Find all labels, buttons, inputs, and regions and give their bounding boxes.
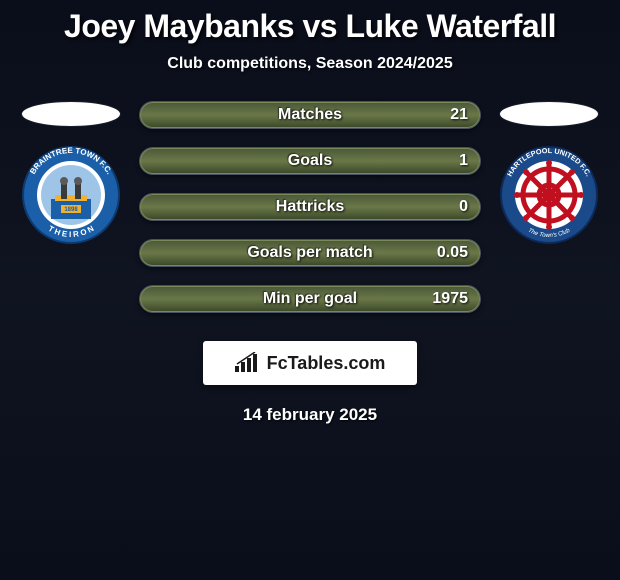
stat-value-right: 1975 bbox=[432, 290, 468, 308]
page-title: Joey Maybanks vs Luke Waterfall bbox=[64, 8, 556, 45]
stat-row-goals-per-match: Goals per match 0.05 bbox=[139, 239, 481, 267]
svg-text:1898: 1898 bbox=[64, 207, 78, 213]
stat-row-hattricks: Hattricks 0 bbox=[139, 193, 481, 221]
hartlepool-badge-icon: HARTLEPOOL UNITED F.C. The Town's Club bbox=[499, 145, 599, 245]
braintree-badge-icon: 1898 BRAINTREE TOWN F.C. T H E I R O N bbox=[21, 145, 121, 245]
right-ellipse bbox=[499, 101, 599, 127]
infographic-root: Joey Maybanks vs Luke Waterfall Club com… bbox=[0, 0, 620, 425]
brand-logo: FcTables.com bbox=[203, 341, 417, 385]
stat-label: Goals bbox=[288, 152, 332, 170]
stat-row-goals: Goals 1 bbox=[139, 147, 481, 175]
stat-value-right: 0 bbox=[459, 198, 468, 216]
stats-column: Matches 21 Goals 1 Hattricks 0 Goals per… bbox=[139, 101, 481, 313]
right-club-badge: HARTLEPOOL UNITED F.C. The Town's Club bbox=[499, 145, 599, 245]
left-ellipse bbox=[21, 101, 121, 127]
stat-value-right: 21 bbox=[450, 106, 468, 124]
stat-label: Min per goal bbox=[263, 290, 357, 308]
bars-icon bbox=[235, 352, 261, 374]
left-column: 1898 BRAINTREE TOWN F.C. T H E I R O N bbox=[21, 101, 121, 245]
date-label: 14 february 2025 bbox=[243, 405, 377, 425]
stat-row-min-per-goal: Min per goal 1975 bbox=[139, 285, 481, 313]
left-club-badge: 1898 BRAINTREE TOWN F.C. T H E I R O N bbox=[21, 145, 121, 245]
subtitle: Club competitions, Season 2024/2025 bbox=[167, 55, 452, 73]
stat-label: Hattricks bbox=[276, 198, 344, 216]
right-column: HARTLEPOOL UNITED F.C. The Town's Club bbox=[499, 101, 599, 245]
stat-value-right: 1 bbox=[459, 152, 468, 170]
main-row: 1898 BRAINTREE TOWN F.C. T H E I R O N M… bbox=[0, 101, 620, 313]
stat-label: Goals per match bbox=[247, 244, 372, 262]
stat-label: Matches bbox=[278, 106, 342, 124]
brand-text: FcTables.com bbox=[267, 353, 386, 374]
stat-value-right: 0.05 bbox=[437, 244, 468, 262]
stat-row-matches: Matches 21 bbox=[139, 101, 481, 129]
